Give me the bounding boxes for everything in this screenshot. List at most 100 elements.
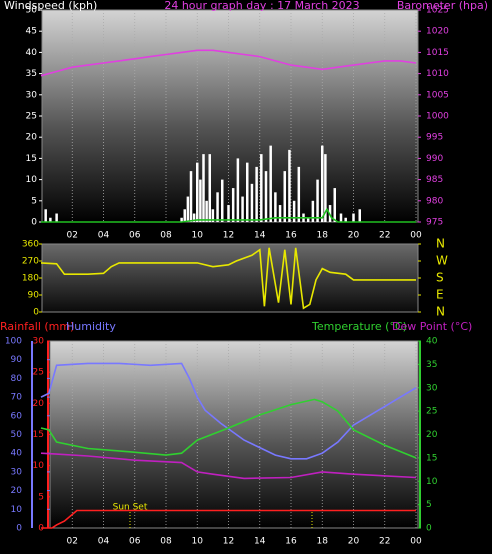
x-tick-label: 08 bbox=[160, 537, 172, 547]
y-tick-label: 35 bbox=[426, 360, 437, 370]
y-tick-label: W bbox=[436, 254, 448, 268]
y-tick-label: 40 bbox=[26, 48, 38, 58]
x-tick-label: 14 bbox=[254, 537, 266, 547]
x-tick-label: 02 bbox=[67, 537, 78, 547]
x-tick-label: 02 bbox=[67, 231, 78, 241]
line bbox=[40, 247, 416, 310]
x-tick-label: 06 bbox=[129, 231, 141, 241]
y-tick-label: 15 bbox=[33, 430, 44, 440]
line bbox=[40, 362, 417, 460]
y-tick-label: 985 bbox=[426, 175, 443, 185]
x-tick-label: 00 bbox=[410, 231, 422, 241]
y-tick-label: 980 bbox=[426, 196, 443, 206]
y-tick-label: 975 bbox=[426, 218, 443, 228]
y-tick-label: 35 bbox=[26, 69, 37, 79]
y-tick-label: 90 bbox=[11, 355, 23, 365]
y-tick-label: 10 bbox=[11, 505, 23, 515]
x-tick-label: 20 bbox=[348, 537, 360, 547]
y-tick-label: 0 bbox=[426, 524, 432, 534]
y-tick-label: 0 bbox=[16, 524, 22, 534]
legend-label: Temperature (°C) bbox=[311, 320, 407, 333]
legend-label: Dew Point (°C) bbox=[392, 320, 472, 333]
legend-label: Barometer (hpa) bbox=[397, 0, 488, 12]
y-tick-label: 80 bbox=[11, 374, 23, 384]
y-tick-label: 10 bbox=[426, 477, 438, 487]
annotation: Sun Set bbox=[113, 503, 148, 513]
y-tick-label: 1025 bbox=[426, 6, 449, 16]
legend-label: Windspeed (kph) bbox=[4, 0, 97, 12]
y-tick-label: 10 bbox=[33, 461, 45, 471]
y-tick-label: 990 bbox=[426, 154, 443, 164]
y-tick-label: 5 bbox=[426, 500, 432, 510]
y-tick-label: 30 bbox=[26, 90, 38, 100]
y-tick-label: 50 bbox=[11, 430, 23, 440]
y-tick-label: 25 bbox=[33, 368, 44, 378]
y-tick-label: S bbox=[436, 271, 444, 285]
y-tick-label: 0 bbox=[33, 308, 39, 318]
x-tick-label: 04 bbox=[98, 231, 110, 241]
y-tick-label: 20 bbox=[26, 133, 38, 143]
chart-title: 24 hour graph day : 17 March 2023 bbox=[164, 0, 359, 12]
legend-label: Rainfall (mm) bbox=[0, 320, 74, 333]
y-tick-label: E bbox=[436, 288, 444, 302]
y-tick-label: 50 bbox=[26, 6, 38, 16]
y-tick-label: 30 bbox=[426, 383, 438, 393]
y-tick-label: 40 bbox=[11, 449, 23, 459]
x-tick-label: 16 bbox=[285, 231, 297, 241]
y-tick-label: 995 bbox=[426, 133, 443, 143]
plot-area bbox=[41, 9, 419, 223]
x-tick-label: 18 bbox=[317, 537, 329, 547]
line bbox=[40, 398, 417, 459]
x-tick-label: 10 bbox=[192, 537, 204, 547]
x-tick-label: 00 bbox=[410, 537, 422, 547]
y-tick-label: 10 bbox=[26, 175, 38, 185]
plot-area bbox=[49, 340, 419, 529]
y-tick-label: 20 bbox=[426, 430, 438, 440]
y-tick-label: 30 bbox=[11, 467, 23, 477]
plot-area bbox=[41, 243, 419, 313]
y-tick-label: 15 bbox=[26, 154, 37, 164]
y-tick-label: N bbox=[436, 305, 445, 319]
y-tick-label: N bbox=[436, 237, 445, 251]
x-tick-label: 08 bbox=[160, 231, 172, 241]
y-tick-label: 1015 bbox=[426, 48, 449, 58]
x-tick-label: 12 bbox=[223, 231, 234, 241]
line bbox=[41, 207, 416, 223]
y-tick-label: 70 bbox=[11, 393, 23, 403]
y-tick-label: 180 bbox=[22, 274, 39, 284]
y-tick-label: 30 bbox=[33, 337, 45, 347]
y-tick-label: 0 bbox=[31, 218, 37, 228]
y-tick-label: 1005 bbox=[426, 90, 449, 100]
y-tick-label: 90 bbox=[28, 291, 40, 301]
line bbox=[40, 49, 417, 77]
y-tick-label: 40 bbox=[426, 337, 438, 347]
x-tick-label: 04 bbox=[98, 537, 110, 547]
y-tick-label: 5 bbox=[38, 492, 44, 502]
y-tick-label: 270 bbox=[22, 257, 39, 267]
x-tick-label: 22 bbox=[379, 231, 390, 241]
y-tick-label: 15 bbox=[426, 453, 437, 463]
legend-label: Humidity bbox=[66, 320, 116, 333]
x-tick-label: 18 bbox=[317, 231, 329, 241]
y-tick-label: 1020 bbox=[426, 27, 449, 37]
line bbox=[41, 509, 416, 529]
y-tick-label: 25 bbox=[26, 112, 37, 122]
y-tick-label: 25 bbox=[426, 407, 437, 417]
x-tick-label: 22 bbox=[379, 537, 390, 547]
y-tick-label: 60 bbox=[11, 411, 23, 421]
x-tick-label: 16 bbox=[285, 537, 297, 547]
x-tick-label: 12 bbox=[223, 537, 234, 547]
y-tick-label: 20 bbox=[11, 486, 23, 496]
y-tick-label: 1010 bbox=[426, 69, 449, 79]
y-tick-label: 45 bbox=[26, 27, 37, 37]
y-tick-label: 5 bbox=[31, 196, 37, 206]
x-tick-label: 10 bbox=[192, 231, 204, 241]
x-tick-label: 20 bbox=[348, 231, 360, 241]
x-tick-label: 14 bbox=[254, 231, 266, 241]
line bbox=[40, 452, 417, 480]
y-tick-label: 100 bbox=[5, 337, 22, 347]
y-tick-label: 360 bbox=[22, 240, 39, 250]
x-tick-label: 06 bbox=[129, 537, 141, 547]
